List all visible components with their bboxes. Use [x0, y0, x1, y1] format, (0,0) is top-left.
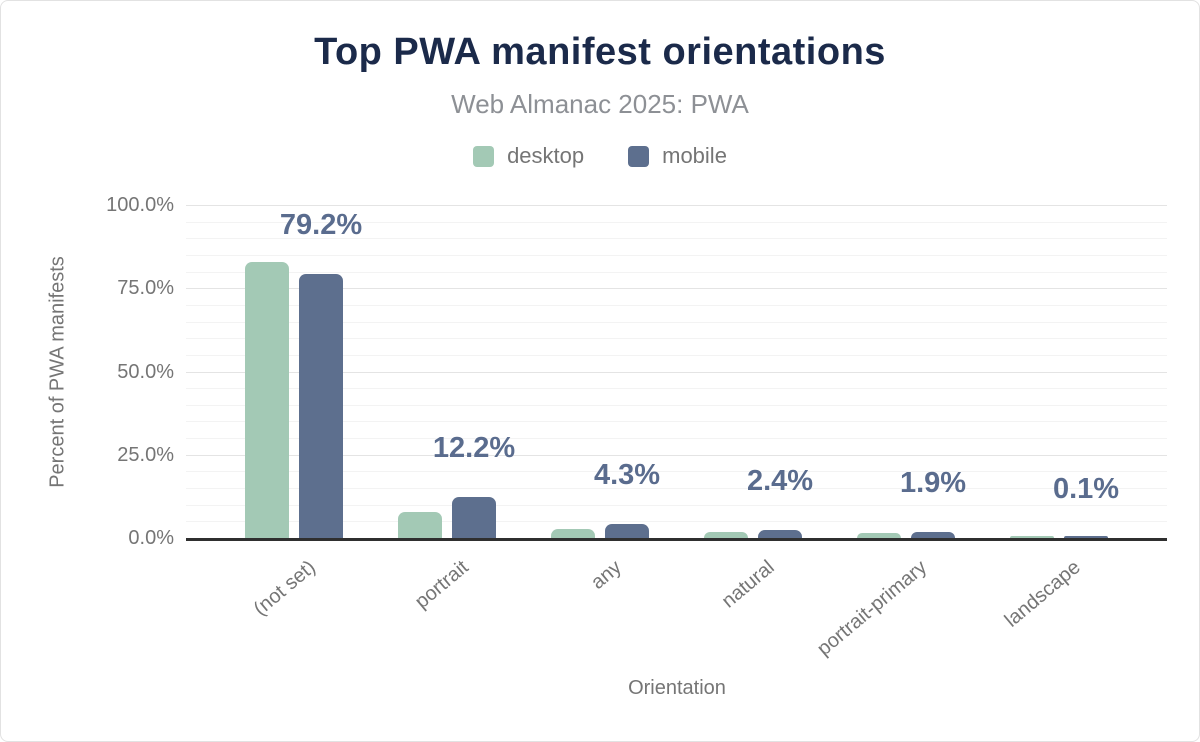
chart-subtitle: Web Almanac 2025: PWA — [451, 89, 749, 119]
bar-value-label-1: 79.2% — [279, 209, 363, 242]
bar-desktop-portrait[interactable] — [398, 512, 442, 538]
bar-desktop-not-set[interactable] — [245, 261, 289, 538]
gridline-minor-30 — [186, 438, 1167, 440]
gridline-minor-45 — [186, 388, 1167, 390]
x-axis-line — [186, 538, 1167, 541]
gridline-minor-95 — [186, 221, 1167, 223]
gridline-major-50 — [186, 371, 1167, 373]
legend: desktop mobile — [1, 143, 1199, 169]
legend-item-mobile: mobile — [628, 143, 727, 169]
gridline-minor-65 — [186, 321, 1167, 323]
gridline-minor-40 — [186, 404, 1167, 406]
gridline-minor-35 — [186, 421, 1167, 423]
x-category-label-landscape: landscape — [1000, 556, 1085, 632]
gridline-minor-80 — [186, 271, 1167, 273]
gridline-major-75 — [186, 288, 1167, 290]
bar-mobile-portrait-primary[interactable] — [911, 531, 955, 538]
y-tick-label-0: 0.0% — [128, 527, 174, 549]
gridline-minor-5 — [186, 521, 1167, 523]
bar-desktop-natural[interactable] — [704, 532, 748, 538]
bar-mobile-any[interactable] — [605, 523, 649, 538]
x-category-label-portrait: portrait — [410, 556, 473, 614]
legend-label-mobile: mobile — [662, 143, 727, 168]
bar-mobile-natural[interactable] — [758, 530, 802, 538]
gridline-minor-10 — [186, 504, 1167, 506]
bar-mobile-portrait[interactable] — [452, 497, 496, 538]
bar-mobile-not-set[interactable] — [299, 274, 343, 538]
desktop-swatch-icon — [473, 145, 495, 167]
gridline-minor-90 — [186, 238, 1167, 240]
bar-value-label-5: 1.9% — [899, 466, 967, 499]
y-tick-label-100: 100.0% — [106, 194, 174, 216]
gridline-minor-85 — [186, 254, 1167, 256]
legend-label-desktop: desktop — [507, 143, 585, 168]
bar-desktop-landscape[interactable] — [1010, 536, 1054, 538]
gridline-minor-70 — [186, 304, 1167, 306]
bar-desktop-portrait-primary[interactable] — [857, 533, 901, 538]
x-axis-title: Orientation — [628, 677, 726, 699]
x-category-label-any: any — [586, 556, 626, 594]
bar-value-label-6: 0.1% — [1052, 472, 1120, 505]
x-category-label-portrait-primary: portrait-primary — [813, 556, 932, 661]
mobile-swatch-icon — [628, 145, 650, 167]
x-category-label-not-set: (not set) — [249, 556, 320, 621]
bar-value-label-2: 12.2% — [432, 432, 516, 465]
bar-value-label-4: 2.4% — [746, 465, 814, 497]
y-tick-label-50: 50.0% — [117, 360, 174, 383]
y-axis-title: Percent of PWA manifests — [46, 256, 69, 488]
gridline-minor-55 — [186, 354, 1167, 356]
legend-item-desktop: desktop — [473, 143, 584, 169]
bar-mobile-landscape[interactable] — [1064, 536, 1108, 538]
y-tick-label-25: 25.0% — [117, 443, 174, 466]
gridline-minor-15 — [186, 488, 1167, 490]
y-tick-label-75: 75.0% — [117, 277, 174, 300]
x-category-label-natural: natural — [717, 556, 779, 613]
gridline-major-25 — [186, 454, 1167, 456]
chart-title: Top PWA manifest orientations — [314, 31, 886, 73]
gridline-major-100 — [186, 205, 1167, 206]
gridline-minor-60 — [186, 338, 1167, 340]
bar-value-label-3: 4.3% — [593, 458, 661, 491]
bar-desktop-any[interactable] — [551, 529, 595, 538]
gridline-minor-20 — [186, 471, 1167, 473]
